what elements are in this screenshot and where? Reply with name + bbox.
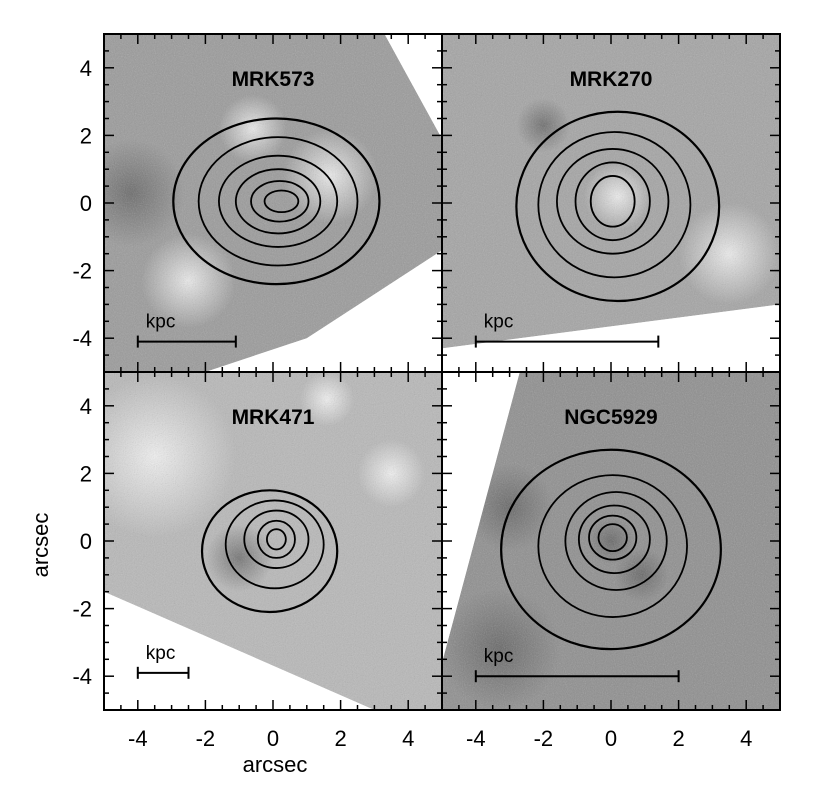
contour-level-4: [577, 504, 651, 575]
y-tick-label: -4: [72, 664, 92, 689]
contour-level-3: [243, 509, 310, 569]
contour-level-2: [537, 131, 692, 279]
contour-level-4: [234, 168, 322, 235]
image-field: [104, 34, 442, 372]
contour-level-1: [500, 448, 722, 651]
x-tick-label: 4: [740, 726, 752, 751]
contour-level-5: [588, 514, 638, 561]
y-tick-label: -2: [72, 597, 92, 622]
y-tick-label: -2: [72, 259, 92, 284]
contour-level-6: [597, 523, 628, 553]
panel-mrk270: MRK270 kpc: [441, 33, 781, 373]
y-tick-label: 0: [80, 191, 92, 216]
panel-mrk471: -4 -2 0 2 4 -4 -2 0 2 4 MRK471 kpc: [72, 371, 443, 751]
panel-title: MRK270: [570, 68, 653, 91]
scale-bar-label: kpc: [146, 643, 176, 664]
y-tick-label: 0: [80, 529, 92, 554]
contour-level-6: [263, 189, 300, 214]
panel-title: MRK573: [232, 68, 315, 91]
panel-mrk573: -4 -2 0 2 4 MRK573 kpc: [72, 33, 443, 373]
contour-level-2: [224, 499, 325, 590]
y-tick-label: 4: [80, 56, 92, 81]
contour-level-3: [556, 148, 670, 255]
y-tick-label: -4: [72, 326, 92, 351]
scale-bar-label: kpc: [484, 312, 514, 333]
contour-level-1: [200, 489, 339, 614]
contour-level-3: [218, 154, 339, 248]
x-tick-label: -4: [466, 726, 486, 751]
x-tick-label: 0: [605, 726, 617, 751]
scale-bar-label: kpc: [484, 646, 514, 667]
contour-level-2: [197, 136, 359, 267]
x-tick-label: 2: [334, 726, 346, 751]
contour-level-5: [589, 175, 636, 228]
contour-level-1: [515, 110, 721, 303]
x-tick-label: 0: [267, 726, 279, 751]
contour-level-3: [564, 491, 668, 591]
x-axis-title: arcsec: [243, 752, 308, 777]
x-tick-label: -2: [534, 726, 554, 751]
x-tick-label: -2: [196, 726, 216, 751]
image-field: [442, 34, 780, 349]
y-tick-label: 2: [80, 123, 92, 148]
contour-level-4: [256, 519, 296, 559]
y-tick-label: 2: [80, 461, 92, 486]
panel-title: NGC5929: [564, 406, 657, 429]
y-axis-title: arcsec: [28, 513, 53, 578]
panel-title: MRK471: [232, 406, 315, 429]
x-tick-label: 2: [672, 726, 684, 751]
panel-ngc5929: -4 -2 0 2 4 NGC5929 kpc: [441, 371, 781, 751]
y-tick-label: 4: [80, 394, 92, 419]
contour-level-5: [266, 528, 287, 551]
contour-level-4: [574, 161, 651, 242]
x-tick-label: -4: [128, 726, 148, 751]
scale-bar-label: kpc: [146, 312, 176, 333]
image-noise: [442, 34, 780, 349]
contour-level-2: [537, 474, 688, 618]
contour-level-1: [172, 117, 381, 286]
contour-level-5: [250, 180, 310, 223]
x-tick-label: 4: [402, 726, 414, 751]
